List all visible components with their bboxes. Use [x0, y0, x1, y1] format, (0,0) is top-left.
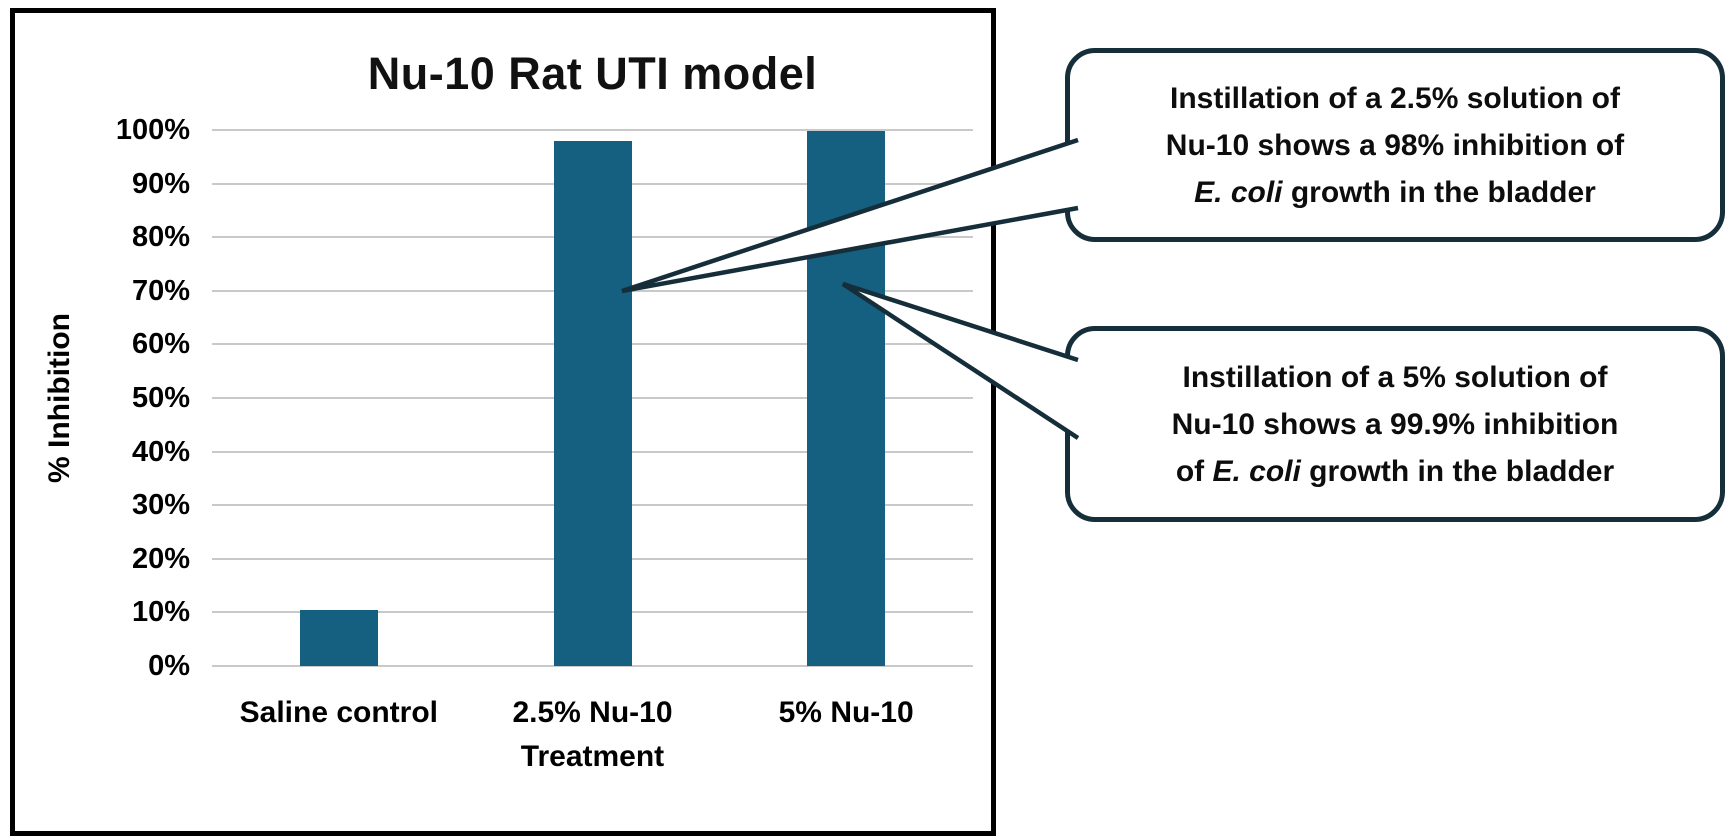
callout-text-italic: E. coli [1212, 454, 1301, 488]
bar-2-5-nu-10 [553, 140, 632, 666]
gridline [212, 129, 973, 131]
y-axis-title: % Inhibition [43, 313, 76, 483]
callout-line: Instillation of a 5% solution of [1182, 360, 1608, 394]
x-category-label: Saline control [239, 696, 439, 729]
y-tick-label: 10% [131, 596, 190, 629]
y-tick-label: 90% [131, 167, 190, 200]
chart-title: Nu-10 Rat UTI model [367, 48, 818, 99]
y-tick-label: 0% [148, 650, 190, 682]
callout-line: E. coli growth in the bladder [1194, 169, 1596, 216]
y-tick-label: 80% [131, 221, 190, 254]
callout-2.5-percent: Instillation of a 2.5% solution of Nu-10… [1065, 48, 1725, 242]
callout-line: Instillation of a 2.5% solution of [1169, 81, 1620, 115]
callout-line: of E. coli growth in the bladder [1176, 448, 1614, 495]
gridline [212, 665, 973, 667]
y-tick-label: 50% [131, 382, 190, 414]
bar-saline-control [299, 609, 378, 666]
y-tick-label: 60% [131, 328, 190, 361]
y-tick-label: 70% [131, 274, 190, 307]
callout-line: Nu-10 shows a 98% inhibition of [1165, 128, 1625, 162]
y-tick-label: 100% [115, 114, 190, 146]
callout-5-percent: Instillation of a 5% solution of Nu-10 s… [1065, 326, 1725, 522]
bar-5-nu-10 [807, 130, 886, 666]
y-tick-label: 40% [131, 435, 190, 468]
y-tick-label: 20% [131, 542, 190, 575]
x-category-label: 2.5% Nu-10 [512, 696, 673, 729]
callout-text-post: growth in the bladder [1282, 175, 1596, 209]
x-axis-title: Treatment [520, 740, 665, 773]
callout-line: Nu-10 shows a 99.9% inhibition [1171, 407, 1619, 441]
callout-text-italic: E. coli [1194, 175, 1283, 209]
callout-text-post: growth in the bladder [1300, 454, 1615, 488]
y-tick-label: 30% [131, 489, 190, 522]
callout-text-pre: of [1175, 454, 1213, 488]
x-category-label: 5% Nu-10 [778, 696, 914, 729]
